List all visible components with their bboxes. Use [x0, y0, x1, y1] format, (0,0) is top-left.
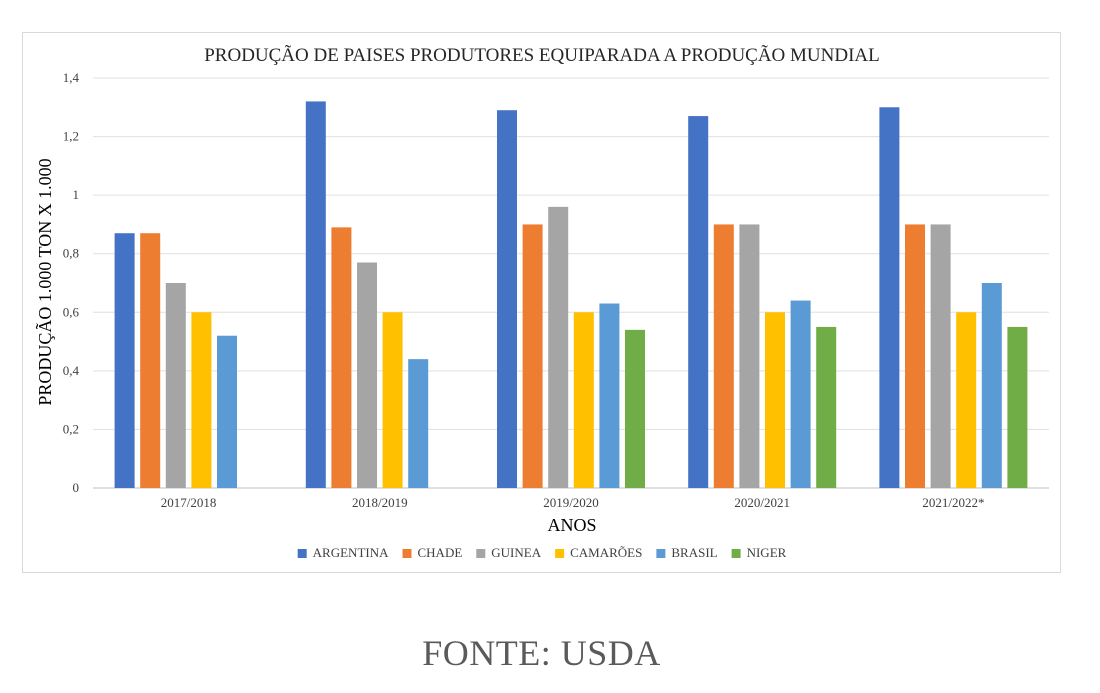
- legend-swatch-guinea: [476, 549, 486, 558]
- legend-swatch-niger: [731, 549, 741, 558]
- source-note: FONTE: USDA: [422, 633, 661, 673]
- bars: [114, 101, 1028, 489]
- y-tick-label: 0: [73, 480, 80, 495]
- bar-niger-4: [1007, 326, 1028, 488]
- legend-label-camar-es: CAMARÕES: [570, 545, 642, 560]
- bar-brasil-2: [599, 303, 620, 488]
- bar-chart: PRODUÇÃO DE PAISES PRODUTORES EQUIPARADA…: [34, 44, 1049, 560]
- x-category-label: 2019/2020: [543, 495, 599, 510]
- legend-label-chade: CHADE: [418, 545, 463, 560]
- bar-camar-es-0: [191, 312, 212, 488]
- x-category-label: 2017/2018: [161, 495, 217, 510]
- chart-frame: PRODUÇÃO DE PAISES PRODUTORES EQUIPARADA…: [22, 32, 1061, 573]
- bar-camar-es-2: [573, 312, 594, 488]
- bar-brasil-1: [408, 359, 429, 488]
- y-axis-title: PRODUÇÃO 1.000 TON X 1.000: [34, 158, 55, 405]
- legend-label-brasil: BRASIL: [671, 545, 717, 560]
- y-tick-label: 1: [73, 187, 80, 202]
- y-tick-labels: 0 0,2 0,4 0,6 0,8 1 1,2 1,4: [63, 70, 80, 495]
- x-category-label: 2021/2022*: [922, 495, 984, 510]
- bar-argentina-1: [305, 101, 326, 488]
- y-tick-label: 1,4: [63, 70, 80, 85]
- y-tick-label: 0,2: [63, 421, 79, 436]
- x-axis-title: ANOS: [547, 515, 596, 535]
- legend-swatch-brasil: [656, 549, 666, 558]
- bar-chade-3: [713, 224, 734, 488]
- bar-chade-0: [140, 233, 161, 488]
- bar-guinea-3: [739, 224, 760, 488]
- bar-niger-3: [816, 326, 837, 488]
- bar-argentina-3: [688, 116, 709, 489]
- bar-brasil-0: [217, 335, 237, 488]
- grid-layer: [93, 77, 1049, 489]
- bar-brasil-3: [790, 300, 811, 488]
- bar-chade-4: [905, 224, 925, 488]
- bar-camar-es-4: [956, 312, 977, 488]
- y-tick-label: 0,8: [63, 246, 79, 261]
- y-tick-label: 0,6: [63, 304, 80, 319]
- legend-label-argentina: ARGENTINA: [313, 545, 389, 560]
- bar-chade-2: [522, 224, 543, 488]
- bar-niger-2: [625, 329, 645, 488]
- bar-brasil-4: [981, 283, 1002, 488]
- legend-label-niger: NIGER: [747, 545, 787, 560]
- x-category-label: 2020/2021: [734, 495, 790, 510]
- legend: ARGENTINA CHADE GUINEA CAMARÕES BRASIL NIGER: [297, 545, 787, 560]
- bar-argentina-4: [879, 107, 900, 489]
- bar-camar-es-1: [382, 312, 403, 488]
- legend-label-guinea: GUINEA: [491, 545, 541, 560]
- legend-swatch-camar-es: [555, 549, 565, 558]
- legend-swatch-chade: [402, 549, 412, 558]
- bar-guinea-4: [930, 224, 951, 488]
- x-category-label: 2018/2019: [352, 495, 408, 510]
- chart-title: PRODUÇÃO DE PAISES PRODUTORES EQUIPARADA…: [204, 44, 880, 66]
- x-category-labels: 2017/2018 2018/2019 2019/2020 2020/2021 2021…: [161, 495, 985, 510]
- y-tick-label: 0,4: [63, 363, 80, 378]
- bar-guinea-0: [165, 283, 186, 488]
- bar-argentina-0: [114, 233, 135, 488]
- bar-chade-1: [331, 227, 352, 488]
- legend-swatch-argentina: [297, 549, 307, 558]
- bar-guinea-2: [548, 206, 569, 488]
- bar-camar-es-3: [765, 312, 785, 488]
- y-tick-label: 1,2: [63, 129, 79, 144]
- bar-argentina-2: [497, 110, 517, 488]
- bar-guinea-1: [357, 262, 377, 488]
